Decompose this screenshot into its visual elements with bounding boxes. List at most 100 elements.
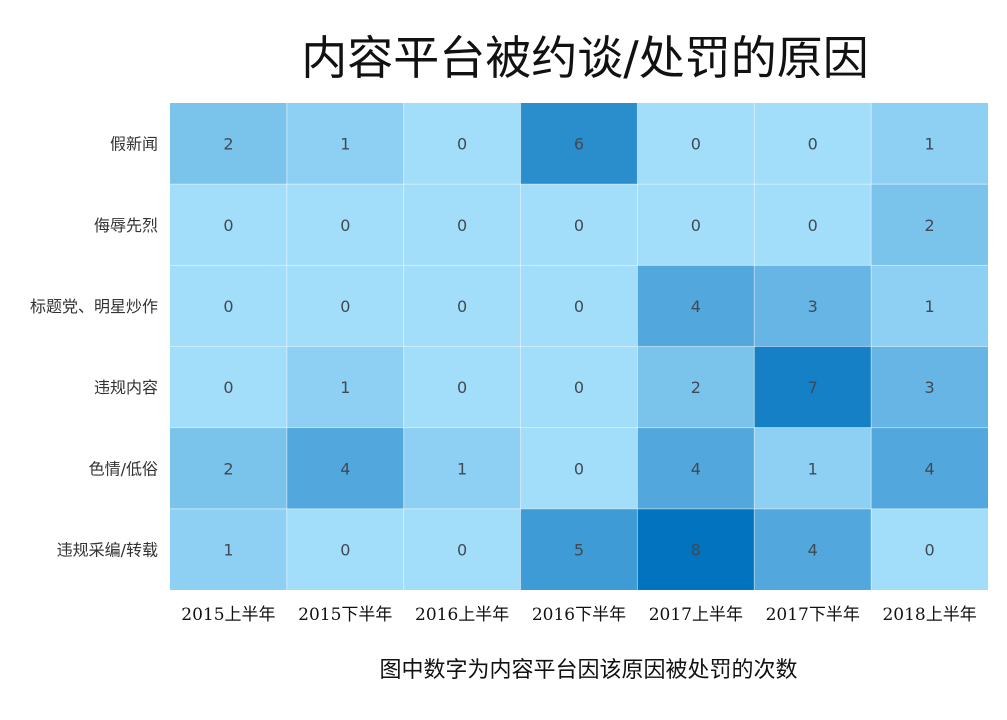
cell-value-label: 2 [223,459,233,478]
heatmap-cell [520,103,638,185]
cell-value-label: 2 [223,135,233,154]
heatmap-cell [520,508,638,590]
heatmap-cell [754,103,872,185]
cell-value-label: 6 [574,135,584,154]
cell-value-label: 1 [340,135,350,154]
heatmap-cell [170,103,287,185]
cell-value-label: 0 [340,540,350,559]
heatmap-cell [754,184,872,266]
heatmap-cell [403,346,521,428]
heatmap-cell [286,265,404,347]
cell-value-label: 0 [457,540,467,559]
heatmap-cell [286,346,404,428]
cell-value-label: 0 [457,378,467,397]
x-tick-label: 2018上半年 [882,605,976,625]
heatmap-cell [754,265,872,347]
heatmap-cell [403,427,521,509]
x-tick-label: 2017上半年 [649,605,743,625]
y-tick-label: 假新闻 [110,135,158,154]
cell-value-label: 0 [340,216,350,235]
heatmap-cell [637,103,755,185]
cell-value-label: 1 [924,297,934,316]
heatmap-cell [520,427,638,509]
heatmap-cell [871,508,988,590]
heatmap-cell [403,103,521,185]
x-tick-label: 2015下半年 [298,605,392,625]
cell-value-label: 2 [924,216,934,235]
heatmap-cell [871,427,988,509]
x-tick-label: 2017下半年 [766,605,860,625]
heatmap-cell [170,184,287,266]
chart-caption: 图中数字为内容平台因该原因被处罚的次数 [379,658,798,683]
cell-value-label: 1 [223,540,233,559]
cell-value-label: 1 [808,459,818,478]
cell-value-label: 0 [808,135,818,154]
y-tick-label: 违规内容 [94,378,158,397]
heatmap-cell [170,265,287,347]
heatmap-cell [403,184,521,266]
heatmap-cell [520,184,638,266]
cell-value-label: 0 [691,135,701,154]
cell-value-label: 3 [808,297,818,316]
x-tick-label: 2015上半年 [181,605,275,625]
cell-value-label: 5 [574,540,584,559]
cell-value-label: 0 [574,378,584,397]
heatmap-cell [871,103,988,185]
cell-value-label: 0 [574,297,584,316]
cell-value-label: 7 [808,378,818,397]
cell-value-label: 3 [924,378,934,397]
heatmap-cell [170,508,287,590]
x-tick-label: 2016下半年 [532,605,626,625]
cell-value-label: 8 [691,540,701,559]
cell-value-label: 4 [808,540,818,559]
cell-value-label: 0 [808,216,818,235]
cell-value-label: 1 [340,378,350,397]
cell-value-label: 4 [691,459,701,478]
cell-value-label: 1 [924,135,934,154]
cell-value-label: 1 [457,459,467,478]
heatmap-cell [871,184,988,266]
heatmap-cell [637,184,755,266]
heatmap-cell [170,427,287,509]
cell-value-label: 0 [691,216,701,235]
y-tick-label: 违规采编/转载 [57,540,158,559]
cell-value-label: 0 [574,459,584,478]
heatmap-cell [286,508,404,590]
y-tick-label: 侮辱先烈 [94,216,158,235]
heatmap-cell [871,265,988,347]
heatmap-cell [170,346,287,428]
heatmap-cell [637,508,755,590]
heatmap-cell [754,346,872,428]
heatmap-cell [286,184,404,266]
heatmap-cell [520,265,638,347]
cell-value-label: 0 [223,216,233,235]
cell-value-label: 0 [457,135,467,154]
cell-value-label: 0 [223,378,233,397]
heatmap-cell [754,508,872,590]
cell-value-label: 2 [691,378,701,397]
heatmap-cell [637,346,755,428]
cell-value-label: 4 [691,297,701,316]
y-tick-label: 标题党、明星炒作 [30,297,158,316]
heatmap-cell [286,427,404,509]
heatmap-cell [637,427,755,509]
cell-value-label: 0 [574,216,584,235]
cell-value-label: 4 [924,459,934,478]
heatmap-cell [520,346,638,428]
cell-value-label: 0 [457,216,467,235]
heatmap-cell [286,103,404,185]
heatmap-cell [871,346,988,428]
cell-value-label: 4 [340,459,350,478]
cell-value-label: 0 [223,297,233,316]
heatmap-cell [403,508,521,590]
heatmap-cell [754,427,872,509]
heatmap-cell [403,265,521,347]
cell-value-label: 0 [457,297,467,316]
heatmap-cell [637,265,755,347]
y-tick-label: 色情/低俗 [89,459,158,478]
cell-value-label: 0 [924,540,934,559]
chart-title: 内容平台被约谈/处罚的原因 [301,31,869,85]
x-tick-label: 2016上半年 [415,605,509,625]
